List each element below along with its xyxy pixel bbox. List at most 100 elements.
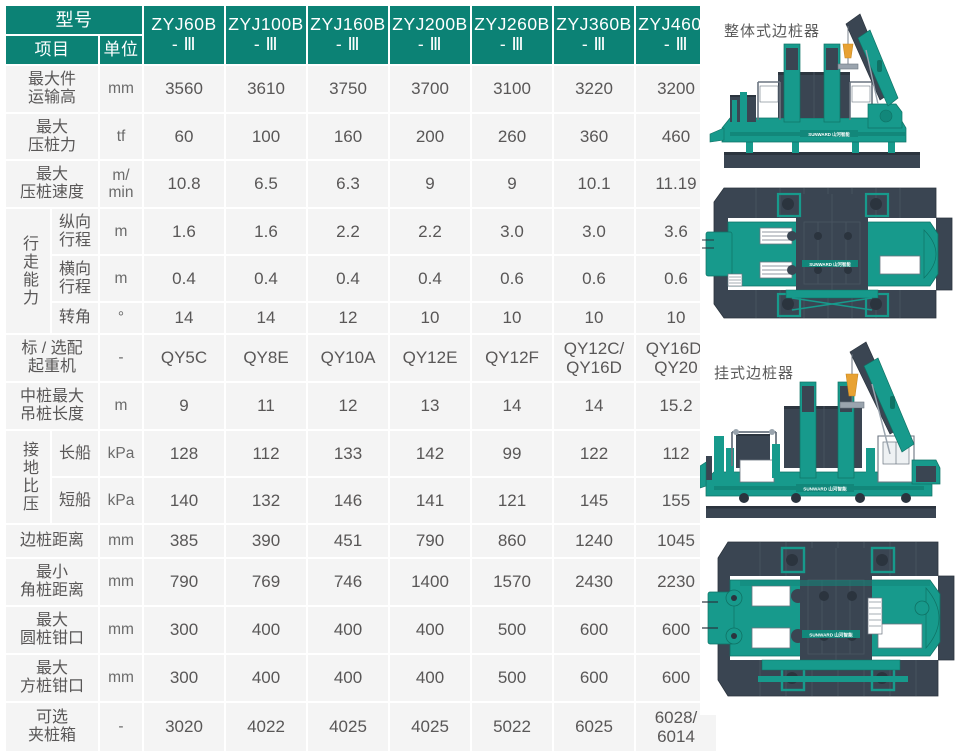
row-unit: kPa	[100, 431, 142, 476]
cell-value: 3610	[226, 66, 306, 112]
machine-diagram-top-integrated: SUNWARD 山河智能	[702, 187, 953, 319]
row-label-optional-pile-clamp-box: 可选 夹桩箱	[6, 703, 98, 751]
cell-value: 3700	[390, 66, 470, 112]
cell-value: 1.6	[144, 209, 224, 254]
machine-illustrations-panel: 整体式边桩器 SUNWARD 山河智能	[700, 0, 960, 715]
machine-diagram-side-hanging: SUNWARD 山河智能	[700, 341, 941, 518]
cell-value: 3.0	[554, 209, 634, 254]
cell-value: 451	[308, 525, 388, 557]
table-row: 最小 角桩距离 mm 790 769 746 1400 1570 2430 223…	[6, 559, 716, 605]
cell-value: 746	[308, 559, 388, 605]
cell-value: 0.4	[308, 256, 388, 301]
table-row: 最大 方桩钳口 mm 300 400 400 400 500 600 600	[6, 655, 716, 701]
cell-value: 390	[226, 525, 306, 557]
table-header-row-model: 型号 ZYJ60B - Ⅲ ZYJ100B - Ⅲ ZYJ160B - Ⅲ Z	[6, 6, 716, 64]
cell-value: 1570	[472, 559, 552, 605]
cell-value: QY12F	[472, 335, 552, 381]
header-item-label: 项目	[6, 36, 98, 64]
cell-value: 14	[472, 383, 552, 429]
cell-value: 132	[226, 478, 306, 523]
cell-value: 3220	[554, 66, 634, 112]
cell-value: 0.4	[144, 256, 224, 301]
cell-value: 4025	[390, 703, 470, 751]
cell-value: 2430	[554, 559, 634, 605]
cell-value: 12	[308, 303, 388, 333]
model-name: ZYJ100B	[228, 14, 304, 35]
spec-table-container: 型号 ZYJ60B - Ⅲ ZYJ100B - Ⅲ ZYJ160B - Ⅲ Z	[6, 6, 716, 751]
table-row: 最大 压桩力 tf 60 100 160 200 260 360 460	[6, 114, 716, 159]
group-label-text: 接地比压	[20, 441, 37, 513]
cell-value: 3020	[144, 703, 224, 751]
cell-value: 100	[226, 114, 306, 159]
cell-value: 4022	[226, 703, 306, 751]
table-row: 转角 ° 14 14 12 10 10 10 10	[6, 303, 716, 333]
row-unit: kPa	[100, 478, 142, 523]
cell-value: 9	[144, 383, 224, 429]
cell-value: QY12E	[390, 335, 470, 381]
cell-value: 11	[226, 383, 306, 429]
cell-value: 9	[472, 161, 552, 207]
cell-value: 6025	[554, 703, 634, 751]
cell-value: 10.1	[554, 161, 634, 207]
cell-value: 400	[226, 655, 306, 701]
svg-text:SUNWARD 山河智能: SUNWARD 山河智能	[809, 261, 851, 268]
figure-side-view-hanging: 挂式边桩器 SUNWARD 山河智能	[700, 340, 960, 522]
cell-value: 300	[144, 655, 224, 701]
row-label-min-corner-pile-distance: 最小 角桩距离	[6, 559, 98, 605]
cell-value: 200	[390, 114, 470, 159]
cell-value: 4025	[308, 703, 388, 751]
table-header-row-item: 项目 单位	[6, 36, 716, 64]
cell-value: 0.6	[472, 256, 552, 301]
model-suffix: - Ⅲ	[663, 34, 689, 54]
header-model-zyj160b: ZYJ160B - Ⅲ	[308, 6, 388, 64]
cell-value: 500	[472, 607, 552, 653]
cell-value: 400	[226, 607, 306, 653]
figure-top-view-integrated: SUNWARD 山河智能	[700, 178, 960, 338]
cell-value: 128	[144, 431, 224, 476]
table-row: 中桩最大 吊桩长度 m 9 11 12 13 14 14 15.2	[6, 383, 716, 429]
row-label-side-pile-distance: 边桩距离	[6, 525, 98, 557]
row-label-longitudinal-travel: 纵向 行程	[52, 209, 98, 254]
row-unit: m	[100, 383, 142, 429]
model-name: ZYJ200B	[392, 14, 468, 35]
cell-value: 1400	[390, 559, 470, 605]
cell-value: 385	[144, 525, 224, 557]
table-row: 横向 行程 m 0.4 0.4 0.4 0.4 0.6 0.6 0.6	[6, 256, 716, 301]
row-label-standard-optional-crane: 标 / 选配 起重机	[6, 335, 98, 381]
cell-value: 60	[144, 114, 224, 159]
cell-value: 141	[390, 478, 470, 523]
cell-value: 0.4	[390, 256, 470, 301]
cell-value: 360	[554, 114, 634, 159]
cell-value: 145	[554, 478, 634, 523]
cell-value: 10	[390, 303, 470, 333]
machine-diagram-top-hanging: SUNWARD 山河智能	[702, 541, 955, 697]
model-name: ZYJ360B	[556, 14, 632, 35]
model-suffix: - Ⅲ	[171, 34, 197, 54]
cell-value: 146	[308, 478, 388, 523]
row-unit: -	[100, 703, 142, 751]
table-row: 边桩距离 mm 385 390 451 790 860 1240 1045	[6, 525, 716, 557]
cell-value: 6.5	[226, 161, 306, 207]
model-suffix: - Ⅲ	[335, 34, 361, 54]
svg-text:SUNWARD 山河智能: SUNWARD 山河智能	[803, 486, 847, 493]
figure-label-hanging: 挂式边桩器	[714, 365, 795, 382]
cell-value: 10	[554, 303, 634, 333]
cell-value: 10.8	[144, 161, 224, 207]
cell-value: 790	[144, 559, 224, 605]
header-model-zyj260b: ZYJ260B - Ⅲ	[472, 6, 552, 64]
figure-label-integrated: 整体式边桩器	[724, 23, 821, 40]
cell-value: QY8E	[226, 335, 306, 381]
cell-value: QY12C/QY16D	[554, 335, 634, 381]
cell-value: 400	[390, 655, 470, 701]
svg-text:SUNWARD 山河智能: SUNWARD 山河智能	[809, 632, 853, 639]
cell-value: 121	[472, 478, 552, 523]
cell-value: 0.6	[554, 256, 634, 301]
cell-value: 600	[554, 607, 634, 653]
row-label-long-boat: 长船	[52, 431, 98, 476]
model-name: ZYJ160B	[310, 14, 386, 35]
cell-value: 1.6	[226, 209, 306, 254]
table-row: 标 / 选配 起重机 - QY5C QY8E QY10A QY12E QY12F …	[6, 335, 716, 381]
figure-side-view-integrated: 整体式边桩器 SUNWARD 山河智能	[700, 0, 960, 175]
header-model-zyj360b: ZYJ360B - Ⅲ	[554, 6, 634, 64]
header-model-zyj60b: ZYJ60B - Ⅲ	[144, 6, 224, 64]
